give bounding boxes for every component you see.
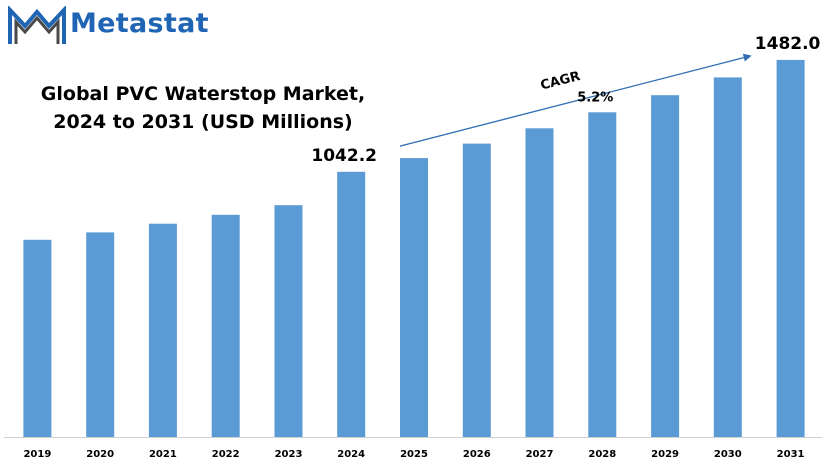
x-tick-label-2025: 2025	[400, 449, 428, 460]
x-tick-label-2029: 2029	[651, 449, 679, 460]
x-tick-labels: 2019 2020 2021 2022 2023 2024 2025 2026 2027 2028…	[23, 449, 804, 460]
brand-name: Metastat	[70, 8, 209, 39]
data-label-2024: 1042.2	[311, 146, 377, 166]
x-tick-label-2022: 2022	[212, 449, 240, 460]
x-tick-label-2020: 2020	[86, 449, 114, 460]
bars-layer	[23, 59, 805, 438]
bar-2025	[400, 158, 428, 437]
chart-title: Global PVC Waterstop Market, 2024 to 203…	[8, 80, 398, 136]
chart-title-line-2: 2024 to 2031 (USD Millions)	[53, 111, 353, 133]
x-tick-label-2019: 2019	[23, 449, 51, 460]
bar-2031	[776, 59, 805, 438]
x-tick-label-2021: 2021	[149, 449, 177, 460]
cagr-label: CAGR	[539, 69, 582, 94]
x-tick-label-2026: 2026	[463, 449, 491, 460]
x-tick-label-2031: 2031	[777, 449, 805, 460]
x-tick-label-2027: 2027	[526, 449, 554, 460]
x-tick-label-2030: 2030	[714, 449, 742, 460]
bar-2030	[713, 77, 742, 438]
bar-2024	[337, 171, 366, 438]
x-tick-label-2024: 2024	[337, 449, 365, 460]
data-label-2031: 1482.0	[755, 34, 821, 54]
bar-2027	[525, 128, 554, 438]
bar-2021	[148, 223, 177, 437]
data-labels: 1042.2 1482.0	[311, 34, 820, 166]
bar-2029	[651, 95, 680, 437]
chart-title-line-1: Global PVC Waterstop Market,	[40, 83, 366, 105]
cagr-value: 5.2%	[577, 91, 613, 106]
bar-2019	[23, 239, 52, 437]
cagr-arrow	[399, 53, 752, 147]
metastat-m-logo-icon	[8, 6, 66, 44]
bar-2023	[274, 205, 303, 437]
brand-logo: Metastat	[8, 6, 218, 46]
x-tick-label-2023: 2023	[275, 449, 303, 460]
x-tick-label-2028: 2028	[588, 449, 616, 460]
bar-2020	[86, 232, 115, 437]
bar-2028	[588, 112, 617, 438]
bar-2022	[211, 214, 240, 437]
bar-2026	[462, 143, 491, 437]
